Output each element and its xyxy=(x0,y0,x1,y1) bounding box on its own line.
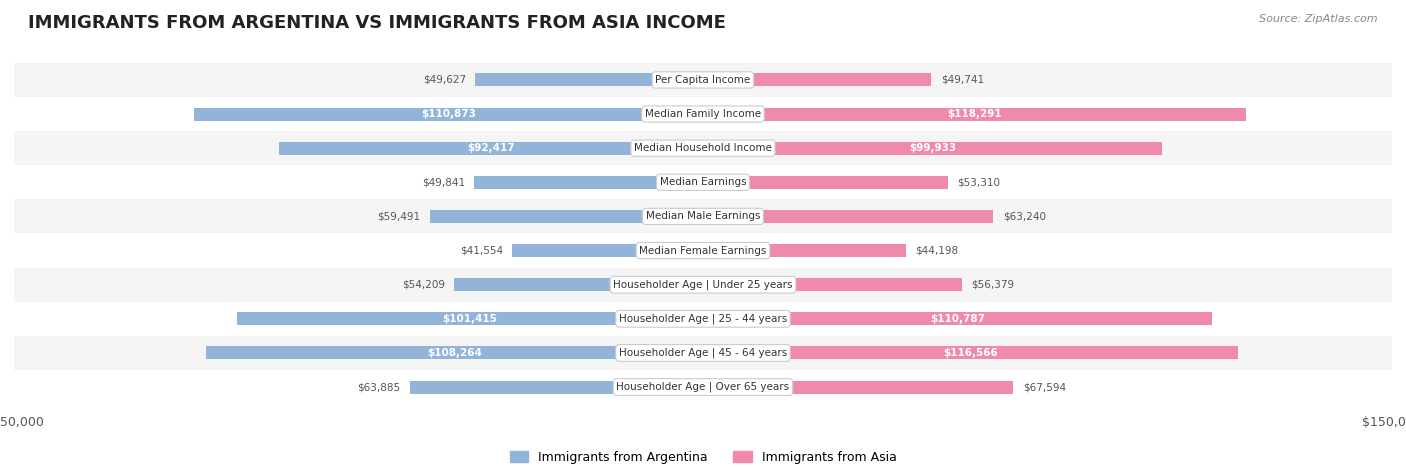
Text: $63,240: $63,240 xyxy=(1002,212,1046,221)
Text: Per Capita Income: Per Capita Income xyxy=(655,75,751,85)
Bar xyxy=(430,210,703,223)
Text: $118,291: $118,291 xyxy=(948,109,1002,119)
Bar xyxy=(703,381,1014,394)
Text: Householder Age | Over 65 years: Householder Age | Over 65 years xyxy=(616,382,790,392)
Bar xyxy=(14,63,1392,97)
Bar xyxy=(512,244,703,257)
Bar xyxy=(703,176,948,189)
Bar xyxy=(474,176,703,189)
Bar xyxy=(14,131,1392,165)
Text: Median Household Income: Median Household Income xyxy=(634,143,772,153)
Legend: Immigrants from Argentina, Immigrants from Asia: Immigrants from Argentina, Immigrants fr… xyxy=(505,446,901,467)
Text: $116,566: $116,566 xyxy=(943,348,998,358)
Bar xyxy=(703,73,931,86)
Bar xyxy=(703,107,1246,120)
Text: Source: ZipAtlas.com: Source: ZipAtlas.com xyxy=(1260,14,1378,24)
Bar xyxy=(14,234,1392,268)
Bar xyxy=(278,142,703,155)
Text: $101,415: $101,415 xyxy=(443,314,498,324)
Text: $59,491: $59,491 xyxy=(377,212,420,221)
Text: $49,627: $49,627 xyxy=(423,75,465,85)
Text: $53,310: $53,310 xyxy=(957,177,1000,187)
Text: $41,554: $41,554 xyxy=(460,246,503,255)
Bar xyxy=(14,97,1392,131)
Bar xyxy=(703,312,1212,325)
Bar xyxy=(238,312,703,325)
Text: Median Earnings: Median Earnings xyxy=(659,177,747,187)
Text: Householder Age | 45 - 64 years: Householder Age | 45 - 64 years xyxy=(619,348,787,358)
Text: Median Female Earnings: Median Female Earnings xyxy=(640,246,766,255)
Text: $44,198: $44,198 xyxy=(915,246,959,255)
Bar xyxy=(475,73,703,86)
Text: Householder Age | Under 25 years: Householder Age | Under 25 years xyxy=(613,279,793,290)
Text: $54,209: $54,209 xyxy=(402,280,444,290)
Bar xyxy=(14,165,1392,199)
Text: $92,417: $92,417 xyxy=(467,143,515,153)
Text: $110,787: $110,787 xyxy=(929,314,986,324)
Text: $67,594: $67,594 xyxy=(1022,382,1066,392)
Bar xyxy=(14,336,1392,370)
Text: $49,841: $49,841 xyxy=(422,177,465,187)
Text: Median Family Income: Median Family Income xyxy=(645,109,761,119)
Bar xyxy=(703,142,1161,155)
Text: Householder Age | 25 - 44 years: Householder Age | 25 - 44 years xyxy=(619,313,787,324)
Bar xyxy=(703,347,1239,360)
Bar xyxy=(703,278,962,291)
Text: IMMIGRANTS FROM ARGENTINA VS IMMIGRANTS FROM ASIA INCOME: IMMIGRANTS FROM ARGENTINA VS IMMIGRANTS … xyxy=(28,14,725,32)
Bar xyxy=(14,370,1392,404)
Bar xyxy=(409,381,703,394)
Text: $63,885: $63,885 xyxy=(357,382,401,392)
Bar xyxy=(703,210,994,223)
Bar xyxy=(703,244,905,257)
Bar xyxy=(454,278,703,291)
Text: $56,379: $56,379 xyxy=(972,280,1014,290)
Text: $108,264: $108,264 xyxy=(427,348,482,358)
Bar xyxy=(14,199,1392,234)
Bar xyxy=(14,268,1392,302)
Bar xyxy=(194,107,703,120)
Text: $99,933: $99,933 xyxy=(908,143,956,153)
Bar xyxy=(14,302,1392,336)
Text: Median Male Earnings: Median Male Earnings xyxy=(645,212,761,221)
Text: $110,873: $110,873 xyxy=(420,109,475,119)
Bar xyxy=(205,347,703,360)
Text: $49,741: $49,741 xyxy=(941,75,984,85)
